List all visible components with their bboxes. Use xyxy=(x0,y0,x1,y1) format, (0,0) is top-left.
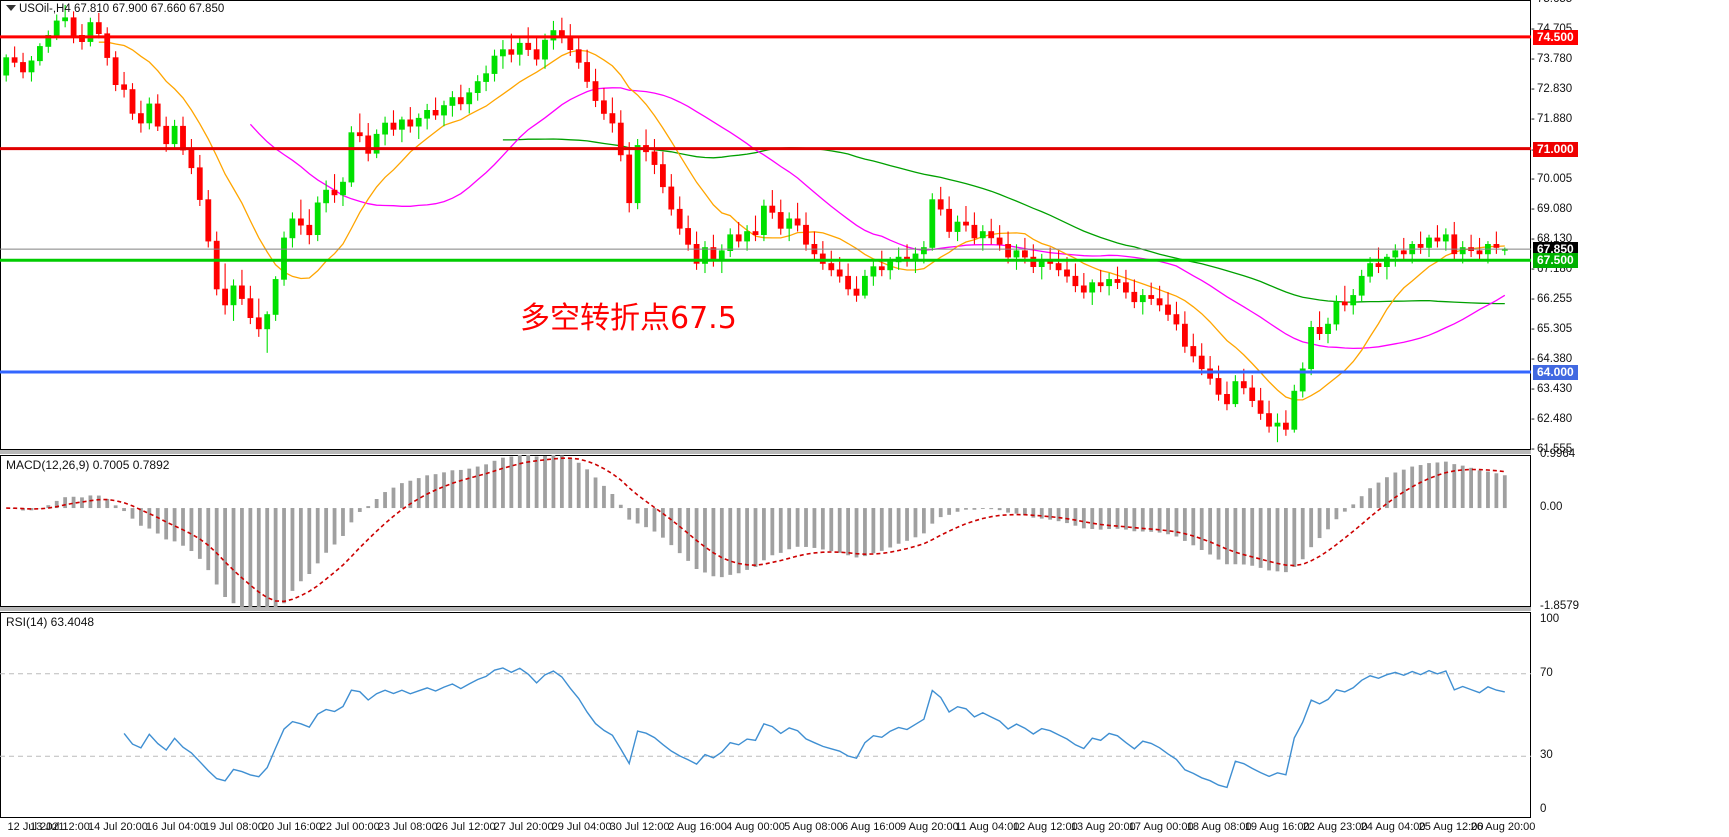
time-tick-label: 19 Aug 16:00 xyxy=(1244,821,1310,833)
price-chart-panel[interactable]: USOil-,H4 67.810 67.900 67.660 67.850 多空… xyxy=(0,0,1531,450)
price-tick: -63.430 xyxy=(1531,383,1573,396)
macd-header: MACD(12,26,9) 0.7005 0.7892 xyxy=(6,458,170,472)
price-tick: -68.130 xyxy=(1531,233,1573,246)
time-tick-label: 4 Aug 00:00 xyxy=(726,821,785,833)
macd-tick-label: -1.8579 xyxy=(1540,600,1580,612)
time-tick-label: 18 Aug 08:00 xyxy=(1186,821,1252,833)
macd-tick-label: 0.00 xyxy=(1540,501,1563,514)
time-tick-label: 20 Jul 16:00 xyxy=(261,821,322,833)
time-tick-label: 11 Aug 04:00 xyxy=(955,821,1020,833)
price-tick: -73.780 xyxy=(1531,52,1573,65)
price-tick-label: 62.480 xyxy=(1537,413,1573,426)
price-tick: -65.305 xyxy=(1531,323,1573,336)
price-tick: -69.080 xyxy=(1531,202,1573,215)
rsi-tick-label: 30 xyxy=(1540,749,1553,762)
price-tick-label: 70.005 xyxy=(1537,173,1573,186)
time-tick-label: 12 Jul 2021 xyxy=(7,821,65,833)
time-tick-label: 9 Aug 20:00 xyxy=(900,821,959,833)
time-tick-label: 19 Jul 08:00 xyxy=(203,821,264,833)
price-tick-label: 67.180 xyxy=(1537,263,1573,276)
time-tick-label: 5 Aug 08:00 xyxy=(784,821,843,833)
price-tick-label: 66.255 xyxy=(1537,293,1573,305)
price-level-tag[interactable]: 71.000 xyxy=(1533,141,1578,157)
rsi-tick-label: 100 xyxy=(1540,613,1560,625)
price-panel-border xyxy=(0,0,1531,450)
time-tick-label: 26 Aug 20:00 xyxy=(1470,821,1536,833)
price-tick-label: 72.830 xyxy=(1537,83,1573,96)
time-tick-label: 2 Aug 16:00 xyxy=(668,821,727,833)
macd-panel-border xyxy=(0,455,1531,607)
price-tick: -62.480 xyxy=(1531,413,1573,426)
price-scale[interactable]: -75.655-74.705-73.780-72.830-71.880-70.9… xyxy=(1531,0,1729,818)
price-tick: -61.555 xyxy=(1531,443,1573,455)
chevron-down-icon[interactable] xyxy=(6,5,16,11)
rsi-tick-label: 70 xyxy=(1540,666,1553,679)
time-tick-label: 29 Jul 04:00 xyxy=(551,821,612,833)
price-tick: -72.830 xyxy=(1531,83,1573,96)
price-tick-label: 73.780 xyxy=(1537,52,1573,65)
rsi-header: RSI(14) 63.4048 xyxy=(6,615,95,629)
price-tick: -74.705 xyxy=(1531,24,1572,36)
price-tick: -70.005 xyxy=(1531,173,1573,186)
macd-plot xyxy=(6,455,1507,607)
panel-separator-1[interactable] xyxy=(0,450,1531,454)
price-tick-label: 64.380 xyxy=(1537,352,1573,365)
time-tick-label: 16 Jul 04:00 xyxy=(145,821,206,833)
price-level-tag[interactable]: 67.500 xyxy=(1533,253,1578,269)
price-tick: -71.880 xyxy=(1531,113,1573,126)
price-tick: -66.255 xyxy=(1531,293,1573,305)
time-tick-label: 6 Aug 16:00 xyxy=(842,821,901,833)
time-tick-label: 22 Aug 23:00 xyxy=(1302,821,1368,833)
price-tick: -75.655 xyxy=(1531,0,1572,6)
price-tick-label: 65.305 xyxy=(1537,323,1573,336)
price-tick-label: 68.130 xyxy=(1537,233,1573,246)
time-tick-label: 22 Jul 00:00 xyxy=(319,821,380,833)
symbol-header: USOil-,H4 67.810 67.900 67.660 67.850 xyxy=(19,3,225,15)
price-tick: -67.180 xyxy=(1531,263,1573,276)
price-level-tag[interactable]: 74.500 xyxy=(1533,29,1578,45)
price-tick-label: 69.080 xyxy=(1537,202,1573,215)
time-tick-label: 23 Jul 08:00 xyxy=(377,821,438,833)
time-tick-label: 12 Aug 12:00 xyxy=(1012,821,1078,833)
panel-separator-2[interactable] xyxy=(0,607,1531,611)
macd-tick-label: 0.9964 xyxy=(1540,448,1576,460)
time-tick-label: 13 Aug 20:00 xyxy=(1070,821,1136,833)
price-tick-label: 63.430 xyxy=(1537,383,1573,396)
time-axis[interactable]: 12 Jul 2021 13 Jul 12:00 14 Jul 20:00 16 Ju… xyxy=(0,819,1729,837)
chart-annotation-text: 多空转折点67.5 xyxy=(520,301,737,336)
price-tick: -64.380 xyxy=(1531,352,1573,365)
time-tick-label: 13 Jul 12:00 xyxy=(29,821,90,833)
rsi-panel-border xyxy=(0,612,1531,818)
time-tick-label: 26 Jul 12:00 xyxy=(435,821,496,833)
price-level-tag[interactable]: 64.000 xyxy=(1533,364,1578,380)
time-tick-label: 17 Aug 00:00 xyxy=(1128,821,1194,833)
time-tick-label: 24 Aug 04:00 xyxy=(1360,821,1426,833)
price-tick-label: 75.655 xyxy=(1537,0,1572,5)
price-tick-label: 71.880 xyxy=(1537,113,1573,126)
rsi-tick-label: 0 xyxy=(1540,803,1547,815)
time-tick-label: 27 Jul 20:00 xyxy=(493,821,554,833)
macd-panel[interactable]: MACD(12,26,9) 0.7005 0.7892 xyxy=(0,455,1531,607)
rsi-panel[interactable]: RSI(14) 63.4048 xyxy=(0,612,1531,818)
time-tick-label: 30 Jul 12:00 xyxy=(609,821,670,833)
price-plot xyxy=(0,4,1531,443)
rsi-plot xyxy=(0,667,1531,789)
time-tick-label: 25 Aug 12:00 xyxy=(1418,821,1484,833)
price-tick-label: 61.555 xyxy=(1537,443,1573,455)
price-tick-label: 74.705 xyxy=(1537,23,1572,36)
time-tick-label: 14 Jul 20:00 xyxy=(87,821,148,833)
